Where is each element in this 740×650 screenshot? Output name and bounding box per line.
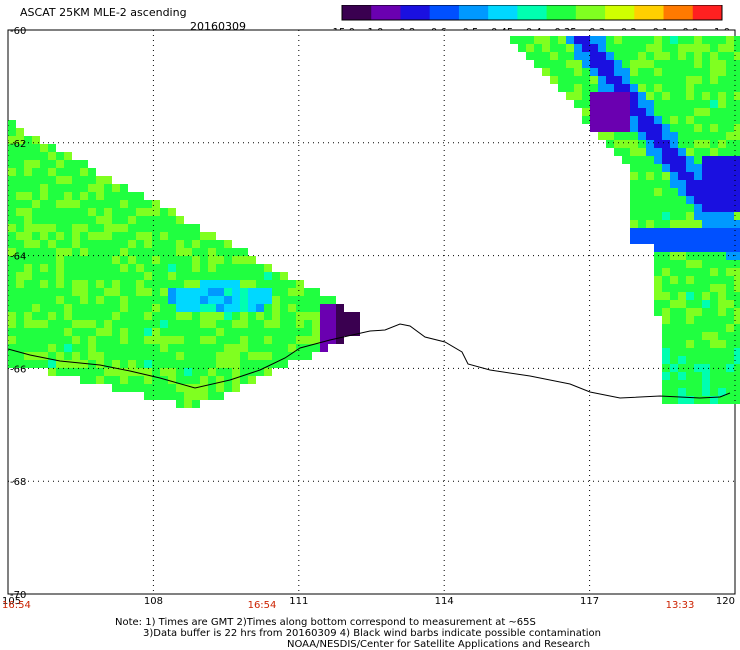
longitude-label: 108 (144, 596, 163, 607)
time-label: 13:33 (666, 600, 695, 611)
colorbar-swatch (663, 5, 694, 20)
colorbar-swatch (605, 5, 635, 20)
lat-lon-grid (7, 29, 736, 595)
longitude-label: 105 (2, 596, 21, 607)
colorbar-swatch (546, 5, 577, 20)
colorbar-swatch (575, 5, 606, 20)
latitude-label: -64 (10, 252, 26, 263)
time-label: 16:54 (248, 600, 277, 611)
colorbar-swatch (371, 5, 401, 20)
colorbar-swatch (488, 5, 518, 20)
time-label: 16:54 (2, 600, 31, 611)
note-line-3: NOAA/NESDIS/Center for Satellite Applica… (287, 639, 591, 650)
latitude-label: -66 (10, 364, 26, 375)
colorbar-swatch (429, 5, 460, 20)
colorbar-swatch (342, 5, 372, 20)
colorbar-swatch (400, 5, 431, 20)
longitude-label: 111 (289, 596, 308, 607)
longitude-label: 117 (580, 596, 599, 607)
note-line-2: 3)Data buffer is 22 hrs from 20160309 4)… (143, 628, 601, 639)
latitude-labels: -60 -62 -64 -66 -68 -70 (10, 26, 26, 601)
note-line-1: Note: 1) Times are GMT 2)Times along bot… (115, 617, 536, 628)
colorbar-swatch (458, 5, 489, 20)
time-labels: 16:54 16:54 13:33 (2, 600, 694, 611)
coastline (7, 323, 731, 399)
latitude-label: -60 (10, 26, 26, 37)
map-title: ASCAT 25KM MLE-2 ascending (20, 6, 187, 19)
swath-left (8, 120, 360, 408)
latitude-label: -70 (10, 590, 26, 601)
latitude-label: -68 (10, 477, 26, 488)
longitude-label: 120 (716, 596, 735, 607)
colorbar-swatch (517, 5, 548, 20)
colorbar-swatch (692, 5, 723, 20)
longitude-label: 114 (435, 596, 454, 607)
longitude-labels: 105 108 111 114 117 120 (2, 596, 735, 607)
latitude-label: -62 (10, 139, 26, 150)
colorbar-swatch (634, 5, 665, 20)
